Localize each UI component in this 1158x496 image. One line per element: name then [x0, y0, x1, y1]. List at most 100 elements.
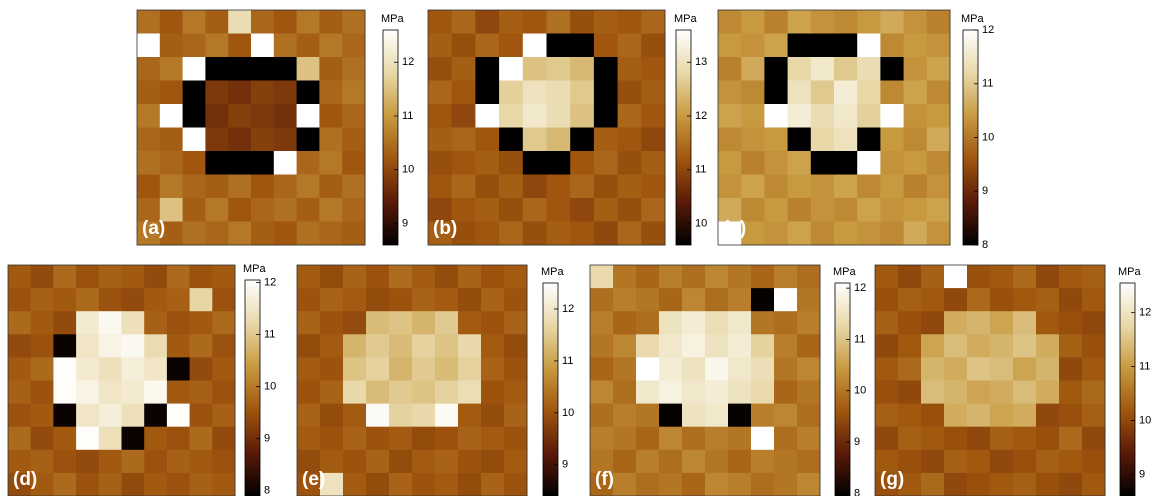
- heatmap-cell: [452, 104, 476, 128]
- heatmap-cell: [319, 151, 342, 175]
- heatmap-cell: [741, 175, 765, 199]
- heatmap-cell: [452, 34, 476, 58]
- heatmap-cell: [764, 81, 788, 105]
- heatmap-cell: [144, 404, 167, 428]
- heatmap-cell: [190, 334, 213, 358]
- heatmap-cell: [857, 104, 881, 128]
- heatmap-cell: [927, 81, 951, 105]
- heatmap-cell: [160, 10, 183, 34]
- heatmap-cell: [412, 265, 436, 289]
- heatmap-cell: [594, 104, 618, 128]
- heatmap-cell: [76, 311, 99, 335]
- heatmap-cell: [990, 381, 1014, 405]
- colorbar-tick-label: 10: [264, 381, 276, 393]
- heatmap-cell: [137, 128, 160, 152]
- heatmap-cell: [297, 381, 321, 405]
- heatmap-cell: [967, 404, 991, 428]
- heatmap-cell: [343, 404, 367, 428]
- heatmap-cell: [343, 311, 367, 335]
- heatmap-cell: [875, 311, 899, 335]
- heatmap-cell: [728, 473, 752, 496]
- heatmap-cell: [320, 381, 344, 405]
- heatmap-cell: [481, 357, 505, 381]
- heatmap-cell: [251, 222, 274, 246]
- heatmap-cell: [944, 404, 968, 428]
- heatmap-cell: [880, 34, 904, 58]
- heatmap-cell: [1082, 427, 1106, 451]
- heatmap-cell: [875, 288, 899, 312]
- heatmap-cell: [1036, 357, 1060, 381]
- heatmap-cell: [834, 175, 858, 199]
- heatmap-cell: [458, 311, 482, 335]
- heatmap-cell: [523, 81, 547, 105]
- heatmap-cell: [251, 10, 274, 34]
- heatmap-cell: [741, 34, 765, 58]
- heatmap-cell: [659, 404, 683, 428]
- heatmap-cell: [898, 334, 922, 358]
- heatmap-cell: [921, 288, 945, 312]
- heatmap-cell: [967, 427, 991, 451]
- heatmap-cell: [967, 473, 991, 496]
- colorbar-tick-label: 12: [695, 110, 707, 122]
- heatmap-cell: [499, 81, 523, 105]
- heatmap-cell: [297, 404, 321, 428]
- heatmap-cell: [811, 104, 835, 128]
- panel: (d)MPa89101112: [8, 263, 276, 496]
- panel: (f)MPa89101112: [590, 265, 866, 496]
- heatmap-cell: [435, 381, 459, 405]
- heatmap-cell: [659, 288, 683, 312]
- heatmap-cell: [811, 128, 835, 152]
- heatmap-cell: [834, 57, 858, 81]
- colorbar-tick-label: 9: [562, 459, 568, 471]
- heatmap-cell: [613, 381, 637, 405]
- heatmap-cell: [547, 34, 571, 58]
- heatmap-cell: [504, 265, 528, 289]
- heatmap-cell: [718, 34, 742, 58]
- heatmap-cell: [412, 404, 436, 428]
- heatmap-cell: [452, 81, 476, 105]
- heatmap-cell: [788, 34, 812, 58]
- heatmap-cell: [144, 450, 167, 474]
- heatmap-cell: [389, 357, 413, 381]
- heatmap-cell: [452, 128, 476, 152]
- heatmap-cell: [144, 265, 167, 289]
- heatmap-cell: [927, 34, 951, 58]
- heatmap-cell: [274, 128, 297, 152]
- heatmap-cell: [366, 334, 390, 358]
- heatmap-cell: [99, 311, 122, 335]
- heatmap-cell: [590, 265, 614, 289]
- colorbar-tick-label: 10: [695, 217, 707, 229]
- heatmap-cell: [857, 57, 881, 81]
- heatmap-cell: [774, 404, 798, 428]
- heatmap-cell: [705, 381, 729, 405]
- heatmap-cell: [682, 427, 706, 451]
- heatmap-cell: [481, 404, 505, 428]
- heatmap-cell: [504, 473, 528, 496]
- heatmap-cell: [641, 198, 665, 222]
- heatmap-cell: [343, 357, 367, 381]
- heatmap-cell: [99, 265, 122, 289]
- heatmap-cell: [751, 427, 775, 451]
- heatmap-cell: [144, 334, 167, 358]
- colorbar-tick-label: 12: [854, 282, 866, 294]
- heatmap-cell: [228, 128, 251, 152]
- heatmap-cell: [205, 10, 228, 34]
- heatmap-cell: [547, 81, 571, 105]
- heatmap-cell: [160, 175, 183, 199]
- heatmap-cell: [774, 473, 798, 496]
- heatmap-cell: [435, 288, 459, 312]
- heatmap-cell: [389, 288, 413, 312]
- heatmap-cell: [990, 288, 1014, 312]
- heatmap-cell: [205, 222, 228, 246]
- heatmap-cell: [99, 404, 122, 428]
- colorbar-tick-label: 8: [854, 487, 860, 496]
- heatmap-cell: [751, 381, 775, 405]
- heatmap-cell: [880, 222, 904, 246]
- heatmap-cell: [343, 450, 367, 474]
- heatmap-cell: [613, 311, 637, 335]
- heatmap-cell: [183, 198, 206, 222]
- heatmap-cell: [904, 151, 928, 175]
- heatmap-cell: [921, 265, 945, 289]
- heatmap-cell: [458, 381, 482, 405]
- heatmap-cell: [458, 357, 482, 381]
